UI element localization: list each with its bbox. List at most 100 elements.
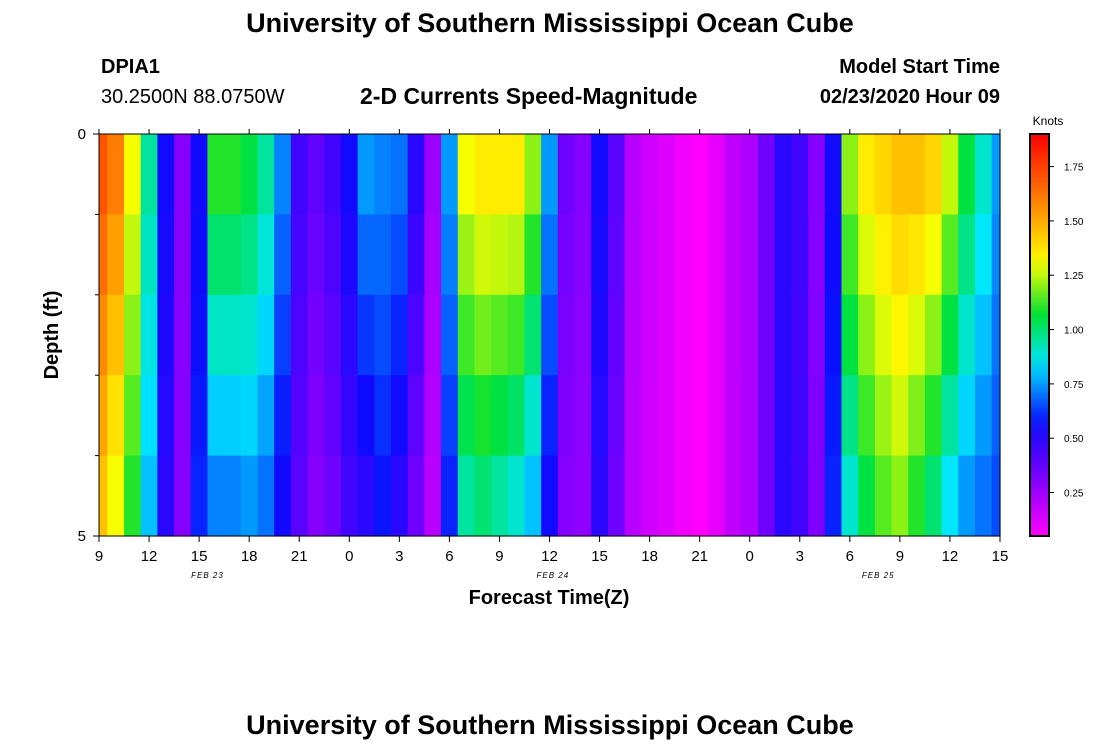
heat-cell <box>691 134 709 215</box>
x-tick-label: 18 <box>241 548 258 565</box>
heat-cell <box>724 134 742 215</box>
heat-cell <box>941 294 959 376</box>
heat-cell <box>390 455 409 537</box>
heat-cell <box>607 375 626 457</box>
x-tick-label: 12 <box>141 548 158 565</box>
heat-cell <box>574 375 592 457</box>
colorbar-label: Knots <box>1033 114 1064 128</box>
heat-cell <box>741 214 759 296</box>
heat-cell <box>974 294 993 376</box>
heat-cell <box>824 134 843 215</box>
heat-cell <box>257 455 275 537</box>
heat-cell <box>507 455 526 537</box>
heat-cell <box>858 455 876 537</box>
heat-cell <box>474 214 492 296</box>
heat-cell <box>441 375 459 457</box>
heat-cell <box>624 294 642 376</box>
heat-cell <box>808 294 826 376</box>
heat-cell <box>424 455 442 537</box>
x-tick-label: 0 <box>746 548 754 565</box>
heat-cell <box>858 375 876 457</box>
heat-cell <box>574 294 592 376</box>
heat-cell <box>441 455 459 537</box>
heat-cell <box>157 134 175 215</box>
heat-cell <box>457 455 476 537</box>
heat-cell <box>340 214 359 296</box>
heat-cell <box>140 134 158 215</box>
x-tick-label: 15 <box>191 548 208 565</box>
heat-cell <box>674 375 692 457</box>
footer-title: University of Southern Mississippi Ocean… <box>246 710 854 740</box>
page-title: University of Southern Mississippi Ocean… <box>246 8 854 38</box>
date-label: FEB 23 <box>191 571 224 580</box>
heat-cell <box>541 375 559 457</box>
heat-cell <box>691 375 709 457</box>
heat-cell <box>374 455 392 537</box>
heat-cell <box>140 294 158 376</box>
heat-cell <box>307 134 325 215</box>
heat-cell <box>507 134 526 215</box>
heat-cell <box>591 134 609 215</box>
heat-cell <box>140 375 158 457</box>
heat-cell <box>741 455 759 537</box>
heat-cell <box>908 375 926 457</box>
heat-cell <box>657 134 676 215</box>
heat-cell <box>307 375 325 457</box>
heat-cell <box>708 214 726 296</box>
chart-subtitle: 2-D Currents Speed-Magnitude <box>360 83 698 109</box>
heat-cell <box>874 214 893 296</box>
heat-cell <box>607 214 626 296</box>
heat-cell <box>924 375 943 457</box>
heat-cell <box>407 294 425 376</box>
heat-cell <box>808 134 826 215</box>
x-tick-label: 9 <box>495 548 503 565</box>
heat-cell <box>357 455 375 537</box>
heat-cell <box>624 375 642 457</box>
heat-cell <box>424 134 442 215</box>
heat-cell <box>240 455 259 537</box>
heat-cell <box>107 455 125 537</box>
heat-cell <box>224 375 242 457</box>
heat-cell <box>207 214 225 296</box>
heat-cell <box>657 214 676 296</box>
colorbar-ticks: 0.25 0.50 0.75 1.00 1.25 1.50 1.75 <box>1049 163 1084 500</box>
x-tick-label: 18 <box>641 548 658 565</box>
heat-cell <box>808 375 826 457</box>
heat-cell <box>641 214 659 296</box>
heat-cell <box>207 294 225 376</box>
heat-cell <box>774 134 793 215</box>
heat-cell <box>607 455 626 537</box>
heat-cell <box>424 294 442 376</box>
heat-cell <box>791 294 809 376</box>
heat-cell <box>224 294 242 376</box>
heat-cell <box>340 134 359 215</box>
heat-cell <box>958 134 976 215</box>
heat-cell <box>824 294 843 376</box>
heat-cell <box>457 214 476 296</box>
heat-cell <box>674 134 692 215</box>
heat-cell <box>441 294 459 376</box>
heat-cell <box>591 375 609 457</box>
colorbar-tick-label: 1.50 <box>1064 217 1084 228</box>
heat-cell <box>724 294 742 376</box>
heat-cell <box>624 134 642 215</box>
colorbar-tick-label: 1.00 <box>1064 326 1084 337</box>
heat-cell <box>958 214 976 296</box>
heat-cell <box>541 294 559 376</box>
heat-cell <box>190 214 209 296</box>
heat-cell <box>708 134 726 215</box>
heat-cell <box>290 134 309 215</box>
heat-cell <box>774 375 793 457</box>
heat-cell <box>324 134 342 215</box>
heat-cell <box>441 134 459 215</box>
heat-cell <box>641 375 659 457</box>
heat-cell <box>841 375 859 457</box>
station-id: DPIA1 <box>101 56 160 78</box>
heat-cell <box>507 294 526 376</box>
heat-cell <box>99 214 108 296</box>
heat-cell <box>891 294 909 376</box>
heat-cell <box>758 134 776 215</box>
heat-cell <box>407 455 425 537</box>
x-tick-label: 3 <box>395 548 403 565</box>
heat-cell <box>99 134 108 215</box>
